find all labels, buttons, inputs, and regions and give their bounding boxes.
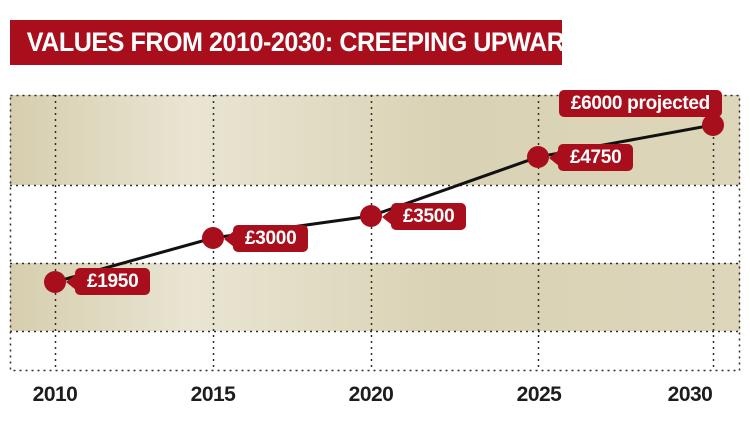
x-axis-label-2020: 2020 (348, 383, 394, 406)
value-tag-2025-text: £4750 (570, 147, 622, 168)
value-tag-2020: £3500 (391, 203, 467, 230)
value-tag-2030-text: £6000 projected (570, 93, 710, 114)
plot-border (9, 94, 741, 372)
value-tag-2020-text: £3500 (403, 206, 455, 227)
value-tag-2030: £6000 projected (558, 90, 722, 117)
value-tag-2015-text: £3000 (245, 228, 297, 249)
x-axis-label-2010: 2010 (32, 383, 78, 406)
value-tag-2010-text: £1950 (87, 271, 139, 292)
x-axis-label-2015: 2015 (190, 383, 236, 406)
value-tag-2025: £4750 (558, 144, 634, 171)
chart-title-banner: VALUES FROM 2010-2030: CREEPING UPWARD (10, 20, 583, 65)
data-point-2025 (527, 146, 549, 168)
data-point-2020 (360, 205, 382, 227)
x-axis-label-2025: 2025 (516, 383, 562, 406)
chart-title: VALUES FROM 2010-2030: CREEPING UPWARD (26, 27, 583, 57)
data-point-2015 (202, 227, 224, 249)
value-tag-2015: £3000 (233, 225, 309, 252)
x-axis-label-2030: 2030 (667, 383, 713, 406)
data-point-2010 (44, 271, 66, 293)
data-point-2030 (702, 114, 724, 136)
value-tag-2010: £1950 (75, 268, 151, 295)
